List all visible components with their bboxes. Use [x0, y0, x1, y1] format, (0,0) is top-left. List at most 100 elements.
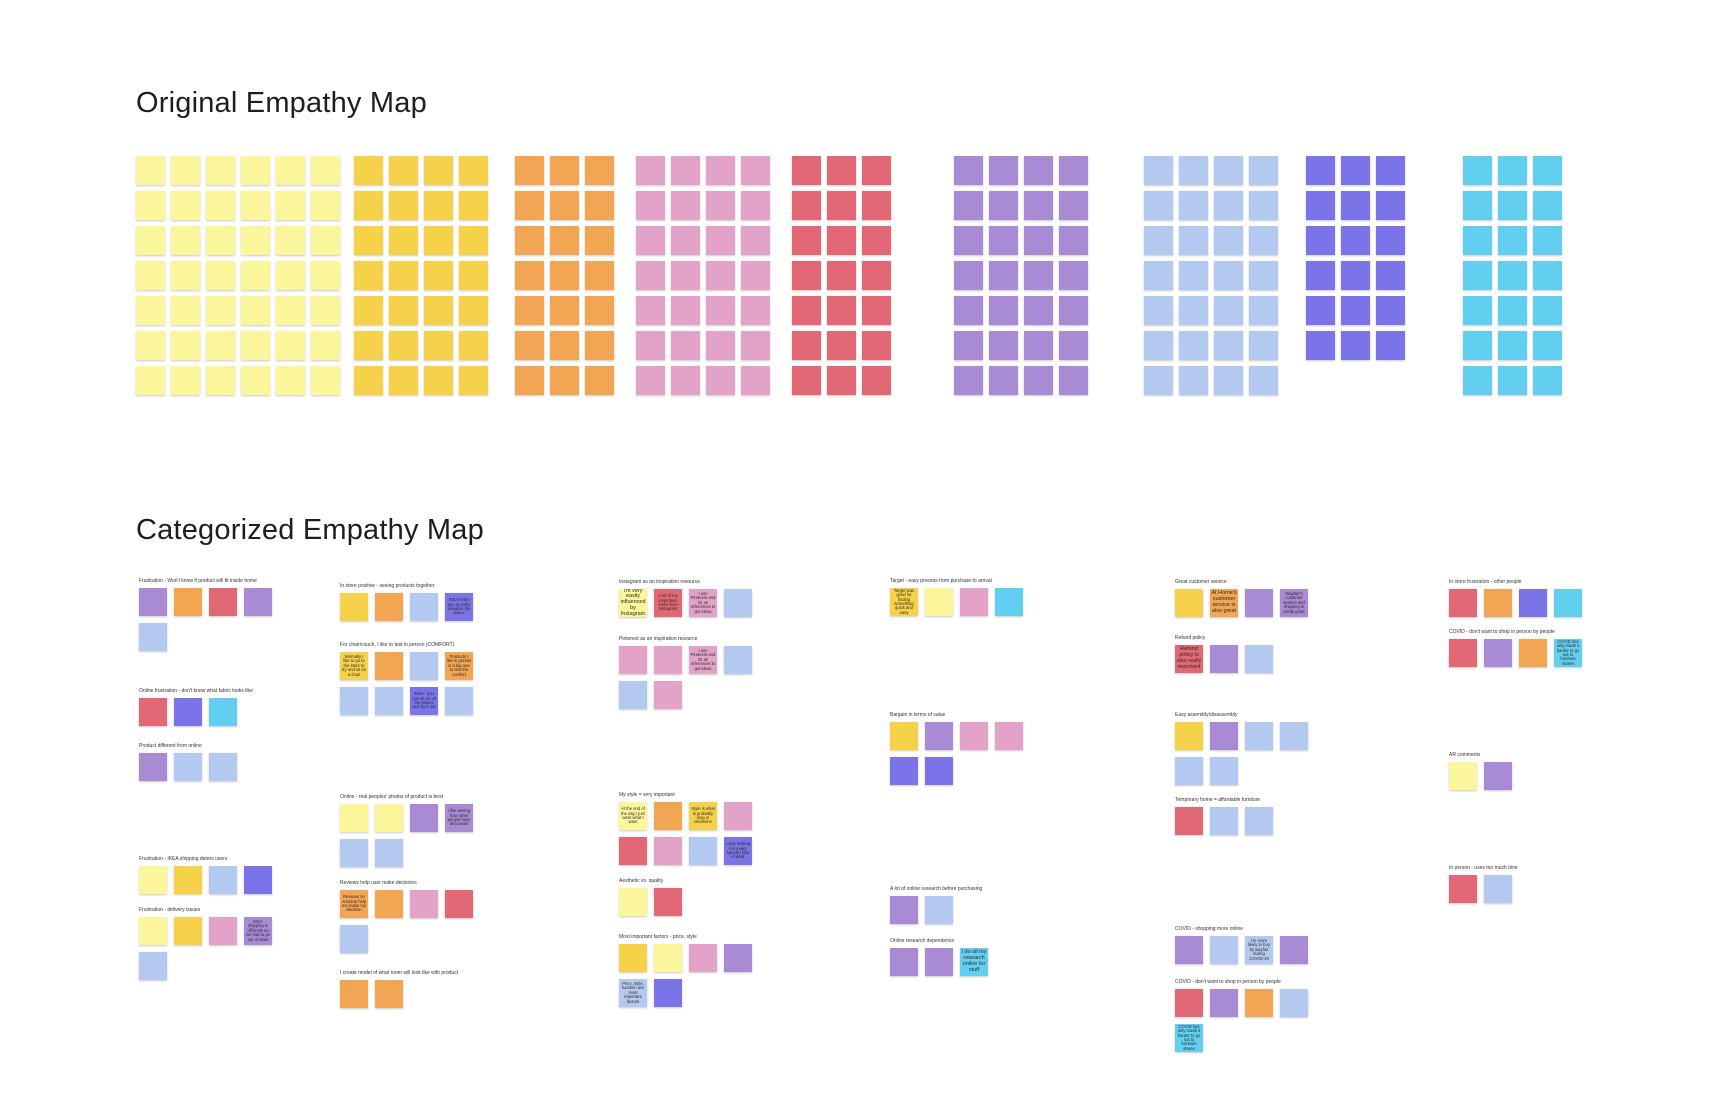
- sticky-note[interactable]: [671, 366, 700, 395]
- sticky-note[interactable]: Products I like in person is a big one t…: [445, 652, 473, 680]
- sticky-note[interactable]: [424, 366, 453, 395]
- sticky-note[interactable]: [206, 261, 235, 290]
- sticky-note[interactable]: [1245, 722, 1273, 750]
- sticky-note[interactable]: [459, 366, 488, 395]
- sticky-note[interactable]: [340, 804, 368, 832]
- sticky-note[interactable]: [174, 866, 202, 894]
- sticky-note[interactable]: [619, 944, 647, 972]
- sticky-note[interactable]: [1245, 807, 1273, 835]
- sticky-note[interactable]: [375, 890, 403, 918]
- sticky-note[interactable]: [1498, 261, 1527, 290]
- sticky-note[interactable]: [995, 722, 1023, 750]
- sticky-note[interactable]: [654, 681, 682, 709]
- sticky-note[interactable]: [1175, 989, 1203, 1017]
- sticky-note[interactable]: [1533, 226, 1562, 255]
- sticky-note[interactable]: [311, 366, 340, 395]
- sticky-note[interactable]: [139, 698, 167, 726]
- sticky-note[interactable]: I like seeing how other people have deco…: [445, 804, 473, 832]
- sticky-note[interactable]: [171, 191, 200, 220]
- sticky-note[interactable]: [1280, 722, 1308, 750]
- sticky-note[interactable]: [241, 191, 270, 220]
- sticky-note[interactable]: [244, 866, 272, 894]
- sticky-note[interactable]: [827, 261, 856, 290]
- sticky-note[interactable]: [354, 331, 383, 360]
- sticky-note[interactable]: [375, 687, 403, 715]
- sticky-note[interactable]: [1249, 191, 1278, 220]
- sticky-note[interactable]: [636, 191, 665, 220]
- sticky-note[interactable]: [410, 593, 438, 621]
- sticky-note[interactable]: COVID has only made it harder to go out …: [1175, 1024, 1203, 1052]
- sticky-note[interactable]: [389, 226, 418, 255]
- sticky-note[interactable]: [515, 331, 544, 360]
- sticky-note[interactable]: [1341, 156, 1370, 185]
- sticky-note[interactable]: [827, 191, 856, 220]
- sticky-note[interactable]: [459, 331, 488, 360]
- sticky-note[interactable]: [276, 191, 305, 220]
- sticky-note[interactable]: [1376, 331, 1405, 360]
- sticky-note[interactable]: [960, 588, 988, 616]
- sticky-note[interactable]: [424, 261, 453, 290]
- sticky-note[interactable]: [1210, 757, 1238, 785]
- sticky-note[interactable]: [706, 226, 735, 255]
- sticky-note[interactable]: [424, 156, 453, 185]
- sticky-note[interactable]: [954, 156, 983, 185]
- sticky-note[interactable]: [136, 331, 165, 360]
- sticky-note[interactable]: [585, 261, 614, 290]
- sticky-note[interactable]: [1449, 875, 1477, 903]
- sticky-note[interactable]: I do all my research online for stuff: [960, 948, 988, 976]
- sticky-note[interactable]: [375, 839, 403, 867]
- sticky-note[interactable]: [1463, 331, 1492, 360]
- sticky-note[interactable]: [1533, 261, 1562, 290]
- sticky-note[interactable]: [706, 296, 735, 325]
- sticky-note[interactable]: [1249, 156, 1278, 185]
- sticky-note[interactable]: [354, 296, 383, 325]
- sticky-note[interactable]: [1554, 589, 1582, 617]
- sticky-note[interactable]: [1376, 156, 1405, 185]
- sticky-note[interactable]: [1179, 366, 1208, 395]
- sticky-note[interactable]: [989, 191, 1018, 220]
- sticky-note[interactable]: A lot of my inspiration came from Instag…: [654, 589, 682, 617]
- sticky-note[interactable]: [671, 156, 700, 185]
- sticky-note[interactable]: [792, 296, 821, 325]
- sticky-note[interactable]: [171, 156, 200, 185]
- sticky-note[interactable]: [1175, 722, 1203, 750]
- sticky-note[interactable]: [1024, 226, 1053, 255]
- sticky-note[interactable]: [1245, 589, 1273, 617]
- sticky-note[interactable]: [1280, 989, 1308, 1017]
- sticky-note[interactable]: [1024, 296, 1053, 325]
- sticky-note[interactable]: [1059, 331, 1088, 360]
- sticky-note[interactable]: [1484, 589, 1512, 617]
- sticky-note[interactable]: [276, 366, 305, 395]
- sticky-note[interactable]: [636, 156, 665, 185]
- sticky-note[interactable]: [209, 588, 237, 616]
- sticky-note[interactable]: [459, 261, 488, 290]
- sticky-note[interactable]: [1249, 226, 1278, 255]
- sticky-note[interactable]: [276, 226, 305, 255]
- sticky-note[interactable]: [1249, 366, 1278, 395]
- sticky-note[interactable]: [890, 948, 918, 976]
- sticky-note[interactable]: [139, 623, 167, 651]
- sticky-note[interactable]: [1024, 366, 1053, 395]
- sticky-note[interactable]: [209, 753, 237, 781]
- sticky-note[interactable]: [654, 837, 682, 865]
- sticky-note[interactable]: [1175, 589, 1203, 617]
- sticky-note[interactable]: [1341, 261, 1370, 290]
- sticky-note[interactable]: Reviews on Amazon help me make my decisi…: [340, 890, 368, 918]
- sticky-note[interactable]: [636, 261, 665, 290]
- sticky-note[interactable]: [241, 156, 270, 185]
- sticky-note[interactable]: [1498, 296, 1527, 325]
- sticky-note[interactable]: [206, 156, 235, 185]
- sticky-note[interactable]: [1533, 191, 1562, 220]
- sticky-note[interactable]: [1210, 989, 1238, 1017]
- sticky-note[interactable]: [827, 226, 856, 255]
- sticky-note[interactable]: [1245, 989, 1273, 1017]
- sticky-note[interactable]: [960, 722, 988, 750]
- sticky-note[interactable]: [171, 296, 200, 325]
- sticky-note[interactable]: [1179, 191, 1208, 220]
- sticky-note[interactable]: [515, 296, 544, 325]
- sticky-note[interactable]: [741, 156, 770, 185]
- sticky-note[interactable]: [311, 226, 340, 255]
- sticky-note[interactable]: [724, 802, 752, 830]
- sticky-note[interactable]: [550, 331, 579, 360]
- sticky-note[interactable]: [515, 261, 544, 290]
